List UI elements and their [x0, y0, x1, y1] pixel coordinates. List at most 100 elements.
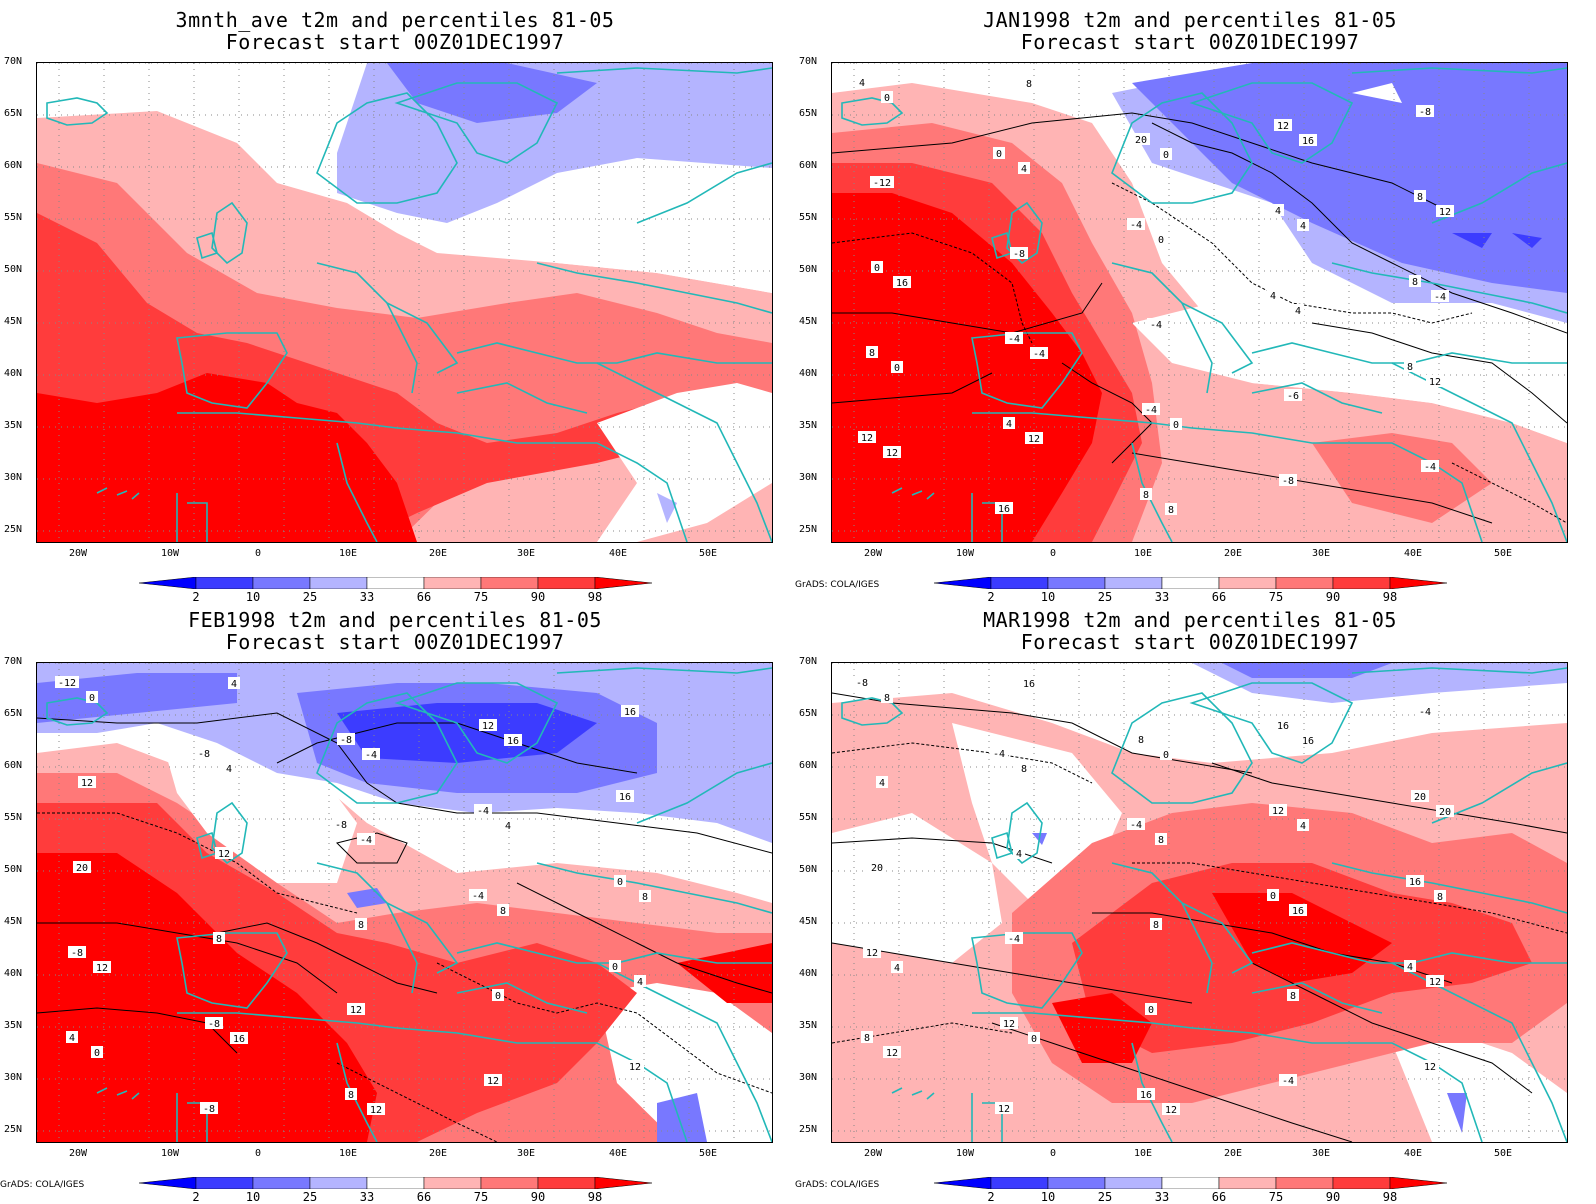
colorbar-label: 10	[245, 1190, 261, 1204]
colorbar-label: 25	[302, 590, 318, 604]
contour-label: 12	[1439, 207, 1451, 218]
contour-label: -8	[198, 749, 210, 760]
colorbar-swatch	[1104, 1176, 1163, 1190]
panel-subtitle: Forecast start 00Z01DEC1997	[225, 630, 565, 654]
contour-label-bg	[1018, 762, 1030, 774]
contour-label: -4	[472, 891, 484, 902]
percentile-region	[1452, 233, 1542, 248]
map-area: -12 -8 -8 -4 0 4 -8 -8 -4 0 -8 -8 8 12 16 20 8 12 12 16 12 12…	[36, 662, 773, 1143]
contour-label: 0	[996, 149, 1002, 160]
contour-label-bg	[55, 676, 79, 688]
contour-label: -4	[1145, 405, 1157, 416]
contour-label: 8	[869, 348, 875, 359]
contour-label-bg	[1135, 733, 1147, 745]
contour-label: 16	[1277, 721, 1289, 732]
map-grid	[37, 663, 772, 1142]
contour-label: 16	[1302, 736, 1314, 747]
lon-tick-label: 20E	[1223, 1148, 1243, 1159]
lat-tick-label: 70N	[4, 56, 23, 67]
contour-label: 12	[629, 1062, 641, 1073]
contour-label-bg	[357, 833, 375, 845]
contour-label: 8	[1143, 490, 1149, 501]
contour-label-bg	[1414, 190, 1426, 202]
percentile-region	[37, 373, 417, 542]
colorbar	[138, 1174, 669, 1190]
contour-line	[1251, 962, 1533, 1094]
colorbar-label: 75	[1268, 1190, 1284, 1204]
contour-label: -6	[1287, 391, 1299, 402]
contour-label: 16	[896, 278, 908, 289]
contour-label: 0	[1173, 420, 1179, 431]
contour-label-bg	[469, 889, 487, 901]
panel-subtitle: Forecast start 00Z01DEC1997	[1020, 630, 1360, 654]
lat-tick-label: 45N	[4, 916, 23, 927]
map-area	[36, 62, 773, 543]
percentile-region	[677, 943, 772, 1003]
contour-label-bg	[1020, 677, 1038, 689]
colorbar-swatch	[366, 1176, 425, 1190]
contour-label-bg	[347, 1003, 365, 1015]
contour-label-bg	[621, 705, 639, 717]
colorbar-swatch	[990, 1176, 1049, 1190]
contour-label-bg	[367, 1103, 385, 1115]
colorbar-label: 10	[1040, 1190, 1056, 1204]
contour-line	[832, 372, 993, 404]
contour-label-bg	[1003, 417, 1015, 429]
colorbar-swatch	[1104, 576, 1163, 590]
contour-label-bg	[871, 261, 883, 273]
contour-label: 4	[1006, 419, 1012, 430]
colorbar-swatch	[1047, 576, 1106, 590]
contour-label: 8	[1437, 892, 1443, 903]
colorbar-label: 90	[530, 590, 546, 604]
colorbar-label: 90	[1325, 1190, 1341, 1204]
colorbar-swatch	[423, 1176, 482, 1190]
coast-segment	[394, 682, 559, 764]
coast-segment	[96, 1087, 140, 1100]
contour-label: 16	[619, 792, 631, 803]
contour-label: -4	[1434, 292, 1446, 303]
contour-label: 12	[1424, 1062, 1436, 1073]
contour-label: -4	[360, 835, 372, 846]
contour-label: 0	[894, 363, 900, 374]
contour-label-bg	[1292, 304, 1304, 316]
contour-label: -4	[477, 806, 489, 817]
coast-segment	[336, 442, 378, 542]
contour-label-bg	[1018, 162, 1030, 174]
map-svg: -12 -8 -8 -4 0 4 -8 -8 -4 0 -8 -8 8 12 16 20 8 12 12 16 12 12…	[37, 663, 772, 1142]
lat-tick-label: 60N	[799, 760, 818, 771]
contour-label-bg	[484, 1074, 502, 1086]
lon-tick-label: 0	[1049, 548, 1057, 559]
colorbar-swatch	[1389, 576, 1448, 590]
contour-label: 0	[1158, 235, 1164, 246]
map-area: -8 -4 -4 0 4 8 12 8 12 16 12 12 16 16 20 20 -4 0 -4 -4 4 4 8 8 1…	[831, 662, 1568, 1143]
coast-segment	[1431, 762, 1567, 824]
colorbar-label: 98	[587, 1190, 603, 1204]
contour-label: 4	[1270, 291, 1276, 302]
contour-label-bg	[1127, 818, 1145, 830]
lon-tick-label: 10W	[955, 548, 975, 559]
contour-label: 4	[1300, 221, 1306, 232]
colorbar-label: 2	[192, 590, 200, 604]
lon-tick-label: 20W	[863, 548, 883, 559]
panel-title: JAN1998 t2m and percentiles 81-05	[983, 8, 1397, 32]
contour-label-bg	[1140, 488, 1152, 500]
panel-title: 3mnth_ave t2m and percentiles 81-05	[175, 8, 615, 32]
contour-line	[1451, 462, 1567, 524]
contour-label-bg	[1127, 218, 1145, 230]
contour-label-bg	[1416, 705, 1434, 717]
contour-label-bg	[866, 346, 878, 358]
contour-label: 12	[1272, 806, 1284, 817]
contour-label: 8	[1026, 79, 1032, 90]
contour-label: 12	[482, 721, 494, 732]
colorbar-swatch	[990, 576, 1049, 590]
contour-line	[832, 942, 1193, 1004]
grads-credit: GrADS: COLA/IGES	[795, 580, 880, 590]
coast-segment	[1189, 682, 1354, 764]
lat-tick-label: 25N	[799, 524, 818, 535]
contour-label-bg	[893, 276, 911, 288]
percentile-region	[1212, 893, 1392, 983]
contour-label: 4	[1016, 849, 1022, 860]
contour-label: 16	[1409, 877, 1421, 888]
contour-label: -8	[1419, 107, 1431, 118]
colorbar-swatch	[1047, 1176, 1106, 1190]
